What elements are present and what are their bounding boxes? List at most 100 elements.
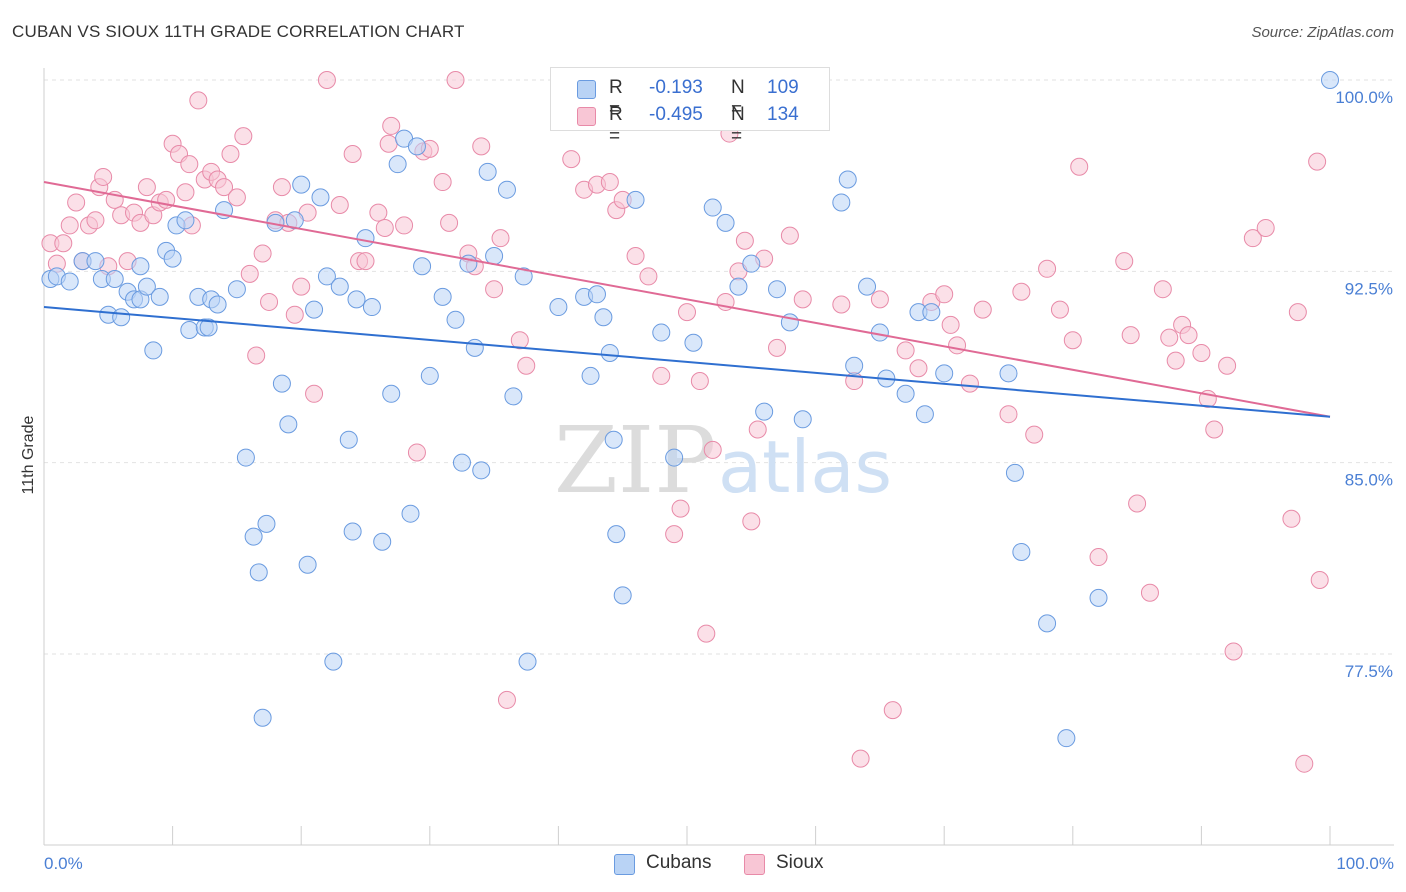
sioux-point [1205,420,1224,439]
cubans-point [305,300,324,319]
sioux-point [1282,509,1301,528]
cubans-point [144,341,163,360]
y-tick-label: 100.0% [1335,88,1393,107]
cubans-point [922,303,941,322]
cubans-point [208,295,227,314]
legend-n-value: 109 [767,77,799,98]
sioux-point [491,229,510,248]
cubans-point [131,257,150,276]
bottom-legend-label-sioux: Sioux [776,852,824,873]
sioux-point [356,252,375,271]
sioux-point [1140,583,1159,602]
sioux-point [253,244,272,263]
legend-n-value: 134 [767,104,799,125]
sioux-point [793,290,812,309]
sioux-point [1166,351,1185,370]
cubans-point [896,384,915,403]
legend-r-label: R = [609,77,623,120]
cubans-point [626,190,645,209]
cubans-point [478,162,497,181]
bottom-legend-swatch-cubans [614,854,635,875]
bottom-legend-label-cubans: Cubans [646,852,712,873]
cubans-point [1038,614,1057,633]
sioux-point [60,216,79,235]
cubans-point [858,277,877,296]
sioux-point [407,443,426,462]
sioux-point [1243,229,1262,248]
sioux-point [735,231,754,250]
cubans-point [279,415,298,434]
sioux-point [1295,754,1314,773]
cubans-trend-line [43,306,1331,418]
sioux-point [305,384,324,403]
cubans-point [257,514,276,533]
cubans-point [339,430,358,449]
cubans-point [227,280,246,299]
sioux-points [41,71,1329,773]
cubans-point [137,277,156,296]
sioux-point [562,150,581,169]
sioux-trend-line [43,181,1331,418]
sioux-point [948,336,967,355]
sioux-point [497,690,516,709]
cubans-point [292,175,311,194]
sioux-point [272,178,291,197]
sioux-point [678,303,696,322]
cubans-point [768,280,787,299]
sioux-point [697,624,716,643]
sioux-point [395,216,414,235]
sioux-point [54,234,73,253]
sioux-point [1153,280,1172,299]
cubans-point [915,405,934,424]
cubans-point [665,448,684,467]
cubans-point [253,708,272,727]
sioux-point [1128,494,1147,513]
legend-swatch-cubans [577,80,596,99]
sioux-point [485,280,504,299]
x-axis-ticks [43,826,1331,845]
cubans-point [999,364,1018,383]
sioux-point [883,701,902,720]
sioux-point [433,173,452,192]
sioux-point [189,91,208,110]
cubans-point [105,269,124,288]
sioux-point [94,167,113,186]
cubans-point [1321,71,1339,89]
cubans-point [716,213,735,232]
sioux-point [176,183,195,202]
cubans-point [373,532,392,551]
sioux-point [446,71,465,89]
sioux-point [510,331,529,350]
sioux-point [369,203,388,222]
cubans-point [433,287,452,306]
cubans-point [324,652,343,671]
cubans-point [1012,542,1031,561]
cubans-point [401,504,420,523]
cubans-point [362,298,381,317]
cubans-point [407,137,426,156]
sioux-point [247,346,266,365]
cubans-point [343,522,362,541]
legend-r-label: R = [609,104,623,147]
sioux-point [379,134,398,153]
y-axis-title: 11th Grade [20,415,37,494]
sioux-point [517,356,536,375]
sioux-point [1160,328,1179,347]
sioux-point [639,267,658,286]
sioux-point [292,277,311,296]
sioux-point [832,295,851,314]
sioux-point [1256,218,1275,237]
cubans-point [388,155,407,174]
cubans-point [742,254,761,273]
cubans-point [298,555,317,574]
gridlines [44,79,1394,655]
sioux-point [375,218,394,237]
cubans-point [452,453,471,472]
cubans-point [607,525,626,544]
sioux-point [440,213,459,232]
sioux-point [1310,571,1329,590]
sioux-point [748,420,767,439]
cubans-point [485,247,504,266]
cubans-point [112,308,131,327]
sioux-point [600,173,619,192]
